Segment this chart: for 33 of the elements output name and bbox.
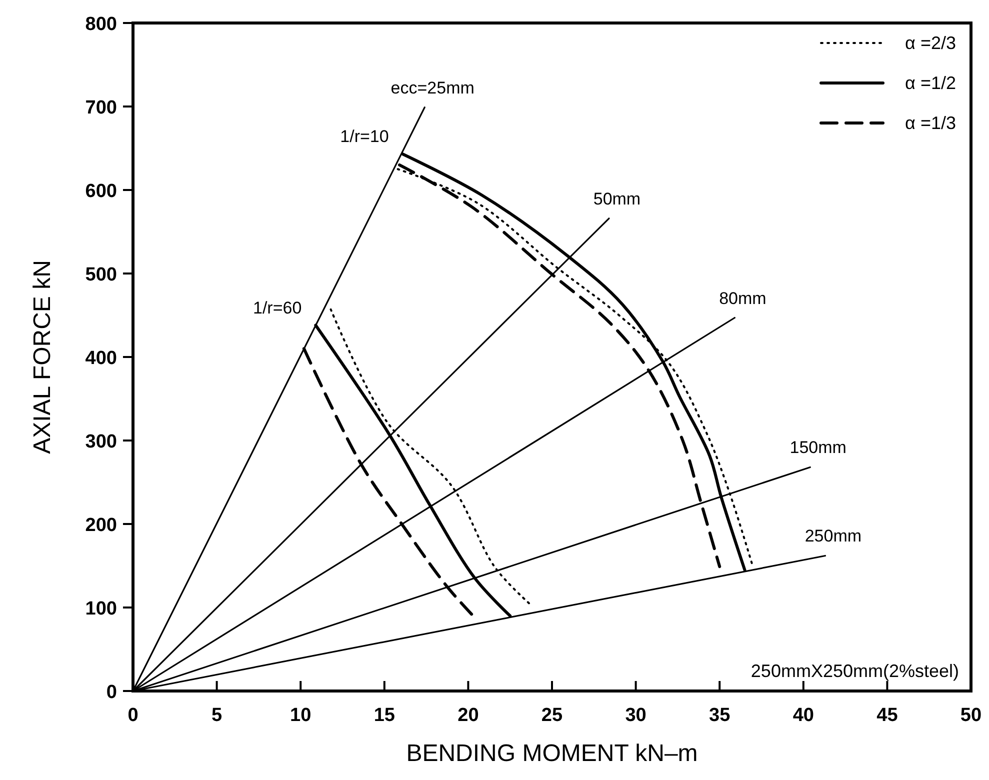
- legend-label: α =2/3: [905, 33, 956, 53]
- x-tick-label: 40: [792, 705, 814, 726]
- y-tick-label: 800: [85, 14, 117, 35]
- x-tick-label: 10: [290, 705, 312, 726]
- annotation: 80mm: [719, 288, 766, 308]
- annotation: 250mmX250mm(2%steel): [750, 661, 959, 681]
- x-tick-label: 15: [374, 705, 396, 726]
- x-tick-label: 20: [458, 705, 479, 726]
- annotation: ecc=25mm: [390, 78, 474, 98]
- y-tick-label: 700: [85, 98, 117, 118]
- annotation: 50mm: [593, 189, 641, 208]
- y-tick-label: 100: [85, 598, 117, 620]
- x-tick-label: 45: [876, 705, 898, 726]
- x-axis-title: BENDING MOMENT kN–m: [406, 740, 698, 767]
- y-tick-label: 300: [85, 432, 117, 452]
- annotation: 1/r=10: [340, 127, 389, 146]
- x-tick-label: 50: [960, 705, 982, 726]
- x-tick-label: 35: [709, 705, 731, 726]
- y-tick-label: 0: [106, 682, 117, 703]
- x-tick-label: 5: [212, 705, 223, 726]
- legend-label: α =1/3: [905, 113, 956, 133]
- x-tick-label: 25: [541, 705, 563, 726]
- annotation: 250mm: [804, 526, 862, 546]
- y-tick-label: 400: [85, 348, 117, 369]
- annotation: 1/r=60: [252, 298, 302, 318]
- y-tick-label: 600: [85, 181, 117, 202]
- y-axis-title: AXIAL FORCE kN: [29, 260, 56, 454]
- y-tick-label: 200: [85, 515, 117, 536]
- x-tick-label: 30: [625, 705, 646, 726]
- legend-label: α =1/2: [905, 73, 956, 93]
- x-tick-label: 0: [128, 705, 138, 726]
- annotation: 150mm: [790, 438, 846, 458]
- y-tick-label: 500: [85, 264, 117, 286]
